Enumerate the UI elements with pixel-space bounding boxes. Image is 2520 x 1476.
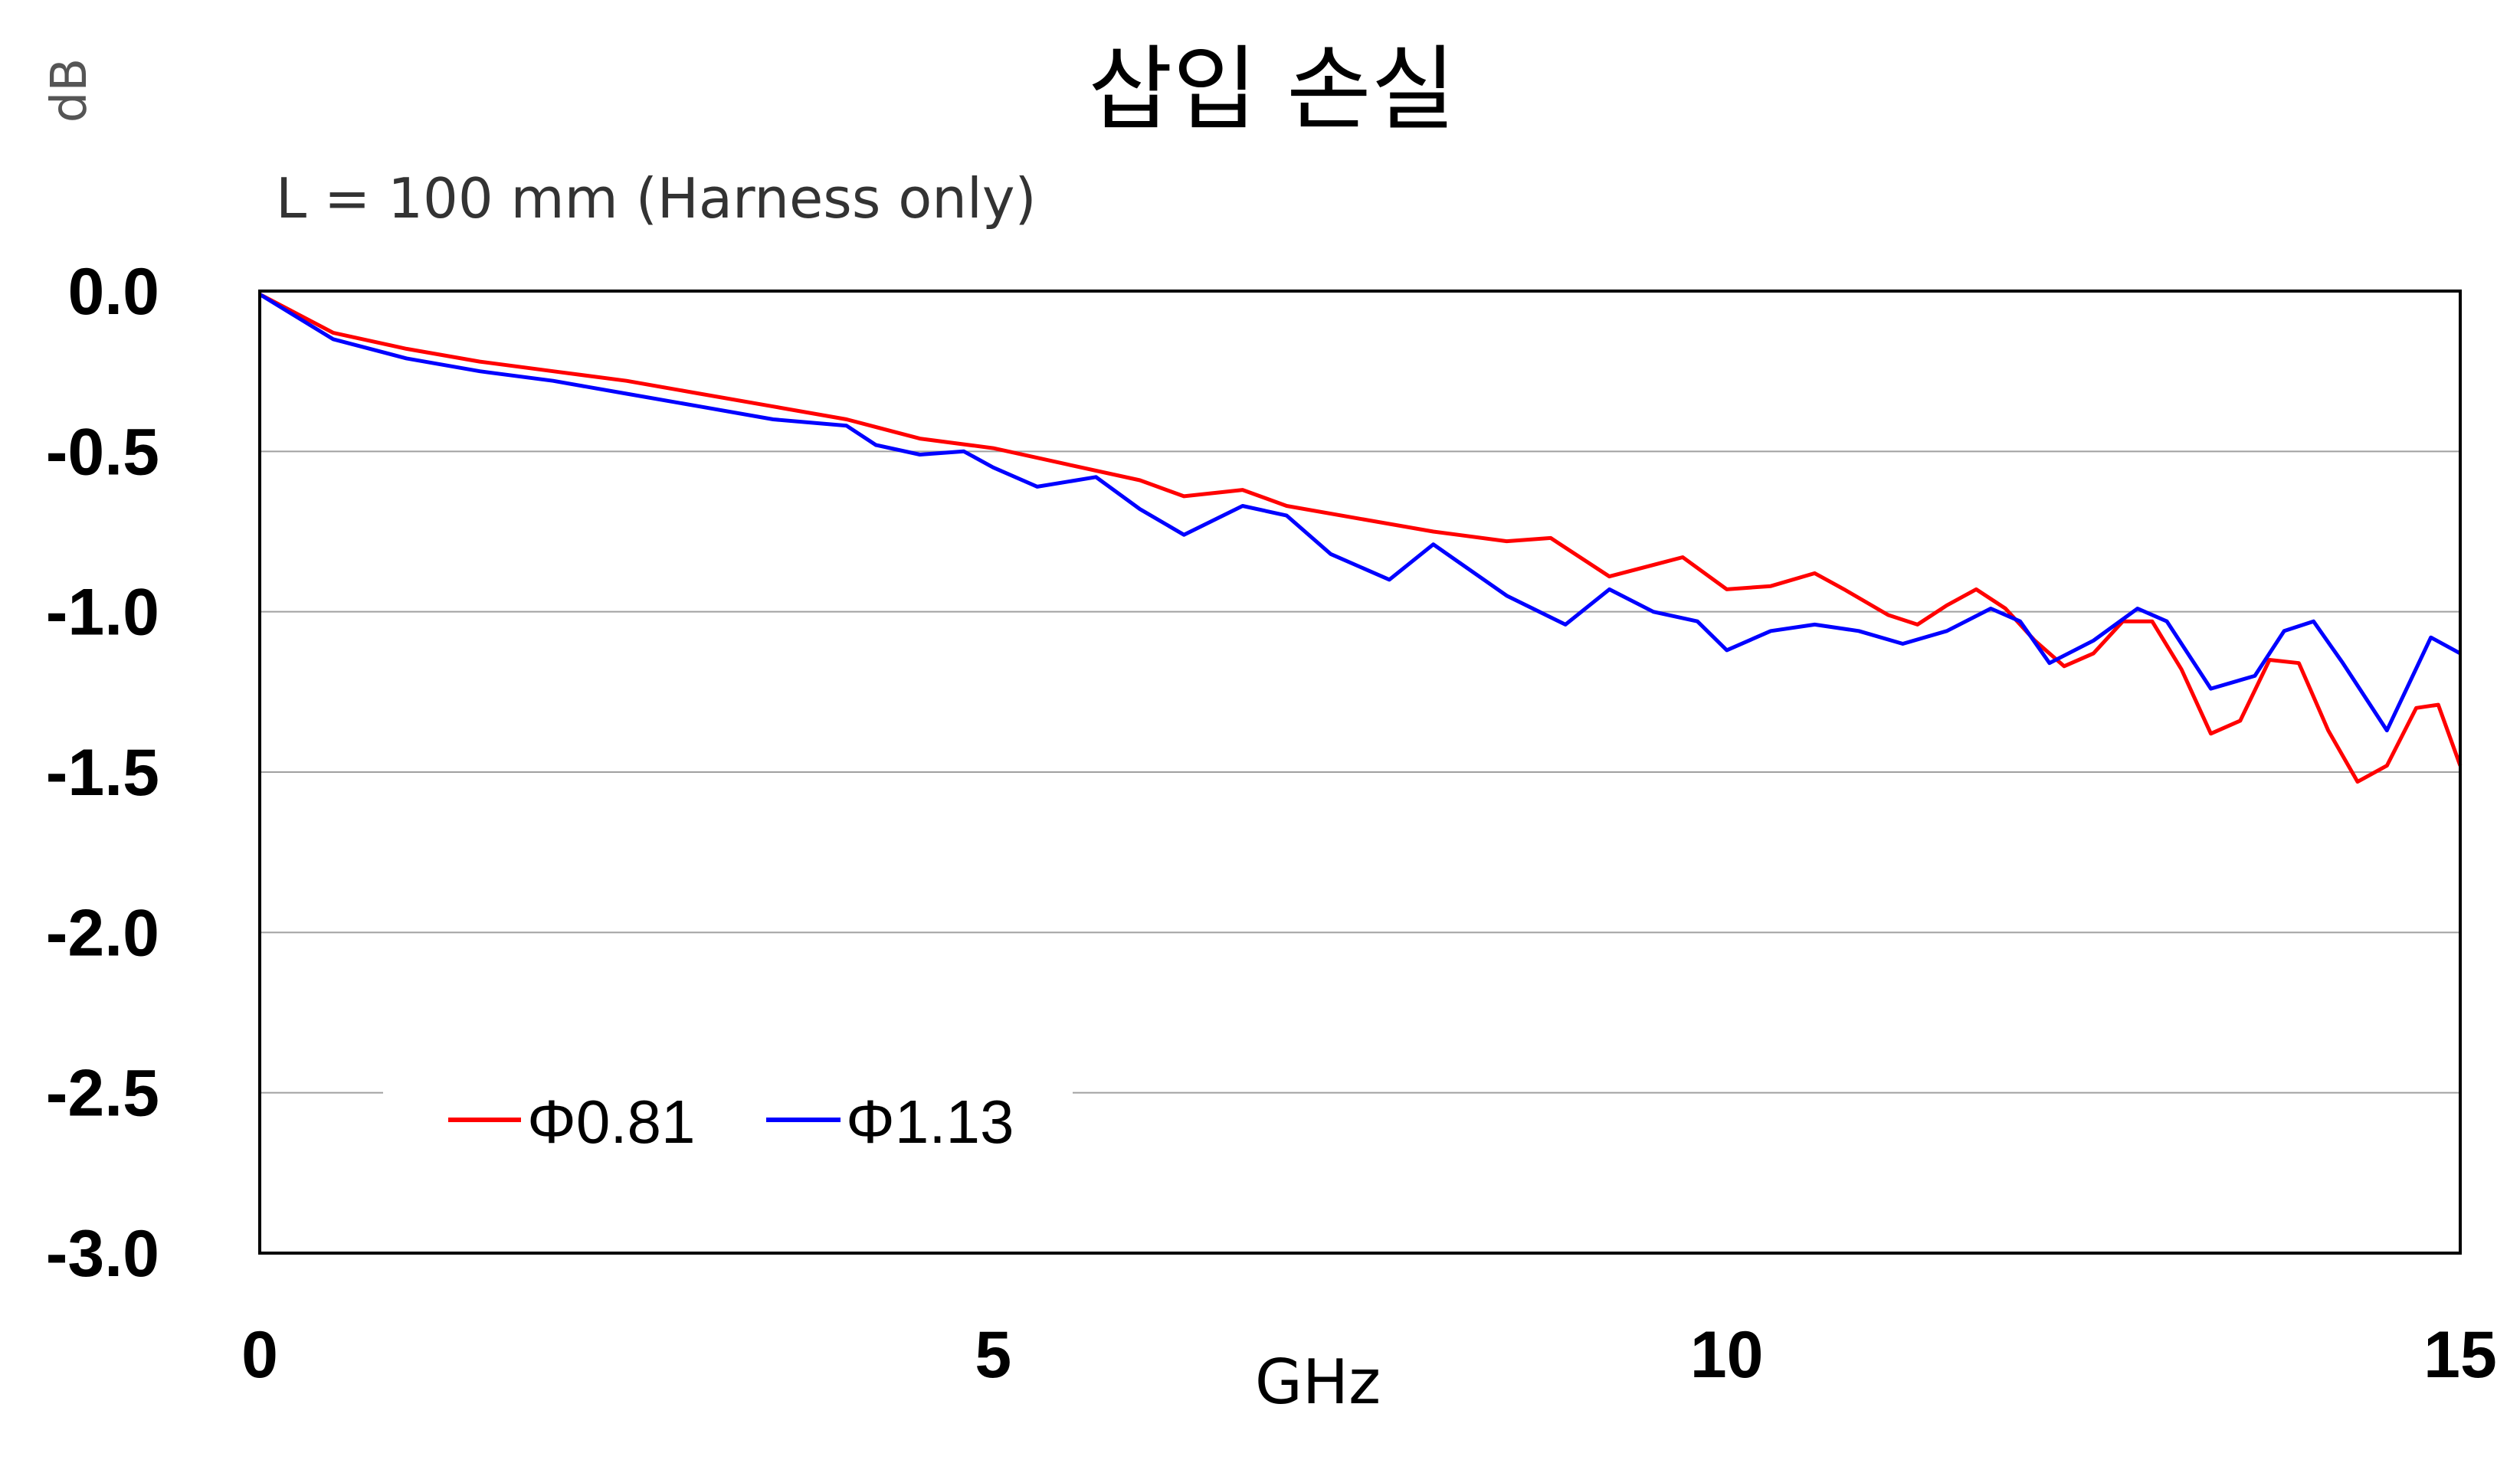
x-tick-label-0: 0	[241, 1318, 278, 1392]
y-tick-label-4: -2.0	[46, 896, 159, 970]
y-tick-label-3: -1.5	[46, 736, 159, 810]
x-tick-label-3: 15	[2423, 1318, 2497, 1392]
y-tick-label-6: -3.0	[46, 1217, 159, 1291]
chart-subtitle: L = 100 mm (Harness only)	[276, 166, 1037, 231]
plot-frame	[258, 290, 2462, 1255]
y-tick-label-5: -2.5	[46, 1057, 159, 1131]
legend-label-phi113: Φ1.13	[846, 1088, 1014, 1156]
series-line-0	[258, 292, 2463, 784]
series-lines	[258, 292, 2463, 784]
series-line-1	[258, 293, 2462, 733]
grid-lines	[260, 450, 2460, 1094]
y-tick-label-1: -0.5	[46, 415, 159, 489]
y-tick-labels: 0.0 -0.5 -1.0 -1.5 -2.0 -2.5 -3.0	[46, 255, 159, 1291]
legend-label-phi081: Φ0.81	[527, 1088, 696, 1156]
legend: Φ0.81 Φ1.13	[383, 1072, 1073, 1172]
y-tick-label-2: -1.0	[46, 576, 159, 650]
x-tick-label-1: 5	[975, 1318, 1011, 1392]
x-tick-labels: 0 5 10 15	[241, 1318, 2497, 1392]
chart-title: 삽입 손실	[1088, 37, 1456, 143]
x-axis-label: GHz	[1255, 1347, 1381, 1418]
x-tick-label-2: 10	[1690, 1318, 1764, 1392]
y-axis-label: dB	[41, 58, 98, 123]
y-tick-label-0: 0.0	[67, 255, 159, 329]
